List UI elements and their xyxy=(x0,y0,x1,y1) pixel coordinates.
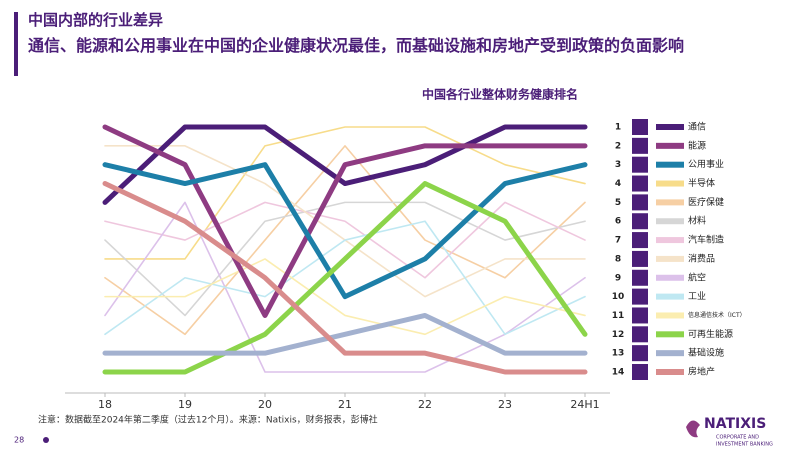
legend-swatch xyxy=(656,350,684,357)
legend-label: 基础设施 xyxy=(688,347,724,359)
legend-icon xyxy=(632,288,648,305)
y-tick-label: 12 xyxy=(612,330,625,340)
legend-icon xyxy=(632,119,648,135)
legend-swatch xyxy=(656,142,684,149)
legend-label: 通信 xyxy=(688,121,706,133)
y-tick-label: 13 xyxy=(612,349,625,359)
x-tick-label: 22 xyxy=(418,398,432,411)
legend-label: 公用事业 xyxy=(688,158,724,170)
y-tick-label: 7 xyxy=(615,236,621,246)
legend-swatch xyxy=(656,293,684,300)
y-tick-label: 10 xyxy=(612,292,625,302)
page-dot xyxy=(43,437,49,443)
legend-swatch xyxy=(656,274,684,281)
y-tick-label: 8 xyxy=(615,254,621,264)
series-line xyxy=(104,201,586,373)
legend-icon xyxy=(632,250,648,267)
series-line xyxy=(102,181,588,375)
legend-swatch xyxy=(656,369,684,375)
series-line xyxy=(102,181,588,375)
series-line xyxy=(104,201,586,317)
legend-icon xyxy=(632,175,648,192)
legend-icon xyxy=(632,326,648,343)
series-line xyxy=(102,124,588,318)
legend-label: 材料 xyxy=(688,215,706,227)
slide-subtitle: 通信、能源和公用事业在中国的企业健康状况最佳，而基础设施和房地产受到政策的负面影… xyxy=(28,36,685,55)
legend-swatch xyxy=(656,180,684,187)
y-tick-label: 1 xyxy=(615,123,621,133)
series-line xyxy=(104,258,586,336)
y-tick-label: 11 xyxy=(612,311,625,321)
legend-label: 能源 xyxy=(688,139,706,151)
footnote: 注意：数据截至2024年第二季度（过去12个月）。来源：Natixis，财务报表… xyxy=(38,414,378,426)
series-line xyxy=(104,126,586,260)
legend-label: 半导体 xyxy=(688,177,715,189)
legend-icon xyxy=(632,307,648,324)
series-line xyxy=(104,220,586,336)
logo-mark xyxy=(686,420,700,438)
page-number: 28 xyxy=(14,436,24,445)
series-line xyxy=(104,201,586,279)
x-tick-label: 23 xyxy=(498,398,512,411)
legend-swatch xyxy=(656,312,684,319)
legend-swatch xyxy=(656,199,684,206)
chart-title: 中国各行业整体财务健康排名 xyxy=(422,87,578,102)
legend-swatch xyxy=(656,331,684,338)
x-tick-label: 20 xyxy=(258,398,272,411)
legend-swatch xyxy=(656,161,684,168)
logo-tagline: INVESTMENT BANKING xyxy=(716,442,773,448)
y-tick-label: 2 xyxy=(615,141,621,151)
series-line xyxy=(102,162,588,300)
legend-icon xyxy=(632,345,648,362)
legend-swatch xyxy=(656,218,684,225)
legend-icon xyxy=(632,232,648,249)
legend-label: 航空 xyxy=(688,271,706,283)
legend-icon xyxy=(632,156,648,173)
legend-icon xyxy=(632,269,648,286)
x-tick-label: 21 xyxy=(338,398,352,411)
legend-label: 信息通信技术（ICT） xyxy=(688,311,746,319)
x-tick-label: 18 xyxy=(98,398,112,411)
legend-icon xyxy=(632,194,648,211)
y-tick-label: 5 xyxy=(615,198,621,208)
legend-swatch xyxy=(656,255,684,262)
x-tick-label: 19 xyxy=(178,398,192,411)
x-tick-label: 24H1 xyxy=(570,398,599,411)
legend-label: 可再生能源 xyxy=(688,328,733,340)
y-tick-label: 3 xyxy=(615,160,621,170)
legend-label: 工业 xyxy=(688,291,706,302)
legend-swatch xyxy=(656,237,684,244)
legend-icon xyxy=(632,213,648,230)
legend-label: 房地产 xyxy=(688,366,715,378)
logo-tagline: CORPORATE AND xyxy=(716,435,759,441)
series-line xyxy=(102,312,588,356)
legend-icon xyxy=(632,137,648,154)
series-line xyxy=(104,145,586,336)
logo-name: NATIXIS xyxy=(704,416,766,432)
y-tick-label: 14 xyxy=(612,368,625,378)
legend-label: 消费品 xyxy=(688,252,715,264)
y-tick-label: 6 xyxy=(615,217,621,227)
y-tick-label: 9 xyxy=(615,273,621,283)
legend-label: 医疗保健 xyxy=(688,196,724,208)
legend-icon xyxy=(632,364,648,380)
accent-bar xyxy=(14,12,18,76)
series-line xyxy=(102,124,588,205)
legend-label: 汽车制造 xyxy=(688,234,724,246)
slide-title: 中国内部的行业差异 xyxy=(28,11,164,29)
y-tick-label: 4 xyxy=(615,179,621,189)
legend-swatch xyxy=(656,124,684,130)
